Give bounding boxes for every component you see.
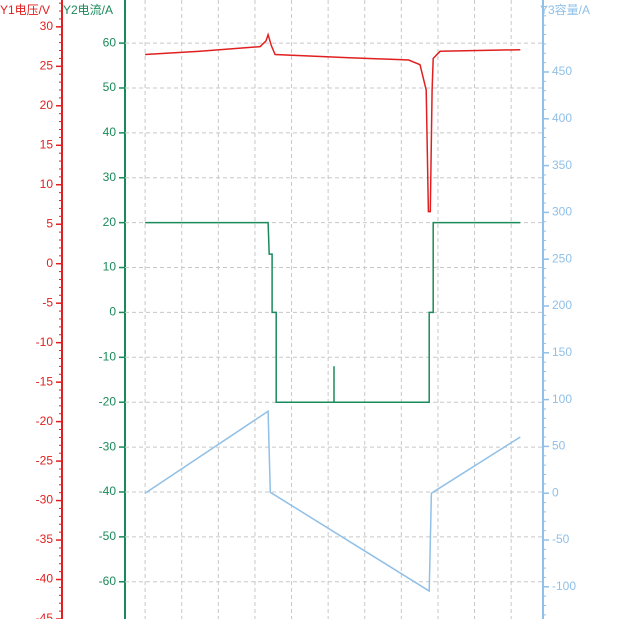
y-tick-label: -10 xyxy=(99,349,117,363)
y-tick-label: 50 xyxy=(103,80,117,94)
series-line xyxy=(145,221,521,403)
y-tick-label: -30 xyxy=(99,439,117,453)
y-tick-label: 20 xyxy=(103,215,117,229)
y-tick-label: 150 xyxy=(552,345,572,359)
y-tick-label: -15 xyxy=(36,374,54,388)
y-tick-label: 200 xyxy=(552,298,572,312)
axis-title: Y3容量/A xyxy=(540,2,590,17)
y-tick-label: -50 xyxy=(99,529,117,543)
y-tick-label: -45 xyxy=(36,611,54,619)
y-tick-label: -20 xyxy=(36,414,54,428)
y-tick-label: 25 xyxy=(40,58,54,72)
y-tick-label: 0 xyxy=(109,305,116,319)
y-tick-label: 250 xyxy=(552,251,572,265)
y-tick-label: -35 xyxy=(36,532,54,546)
y-tick-label: 0 xyxy=(552,485,559,499)
y-tick-label: 450 xyxy=(552,64,572,78)
y-tick-label: 40 xyxy=(103,125,117,139)
axis-title: Y2电流/A xyxy=(63,3,113,17)
y-tick-label: 15 xyxy=(40,137,54,151)
y-tick-label: 10 xyxy=(40,177,54,191)
y-tick-label: -10 xyxy=(36,335,54,349)
y-tick-label: 300 xyxy=(552,205,572,219)
y-tick-label: -20 xyxy=(99,394,117,408)
y-tick-label: 400 xyxy=(552,111,572,125)
y-tick-label: 100 xyxy=(552,392,572,406)
y-tick-label: 5 xyxy=(46,216,53,230)
y-tick-label: 10 xyxy=(103,260,117,274)
y-tick-label: 0 xyxy=(46,256,53,270)
y-tick-label: -30 xyxy=(36,493,54,507)
axis-title: Y1电压/V xyxy=(0,3,50,17)
y-tick-label: -25 xyxy=(36,453,54,467)
y-tick-label: -50 xyxy=(552,532,570,546)
series-line xyxy=(144,409,521,593)
y-tick-label: 30 xyxy=(103,170,117,184)
y-tick-label: -100 xyxy=(552,579,576,593)
y-tick-label: 20 xyxy=(40,98,54,112)
y-tick-label: 50 xyxy=(552,439,566,453)
series-line xyxy=(145,32,521,213)
y-tick-label: -40 xyxy=(99,484,117,498)
y-tick-label: 30 xyxy=(40,19,54,33)
y-tick-label: -60 xyxy=(99,574,117,588)
y-tick-label: 350 xyxy=(552,158,572,172)
y-tick-label: -40 xyxy=(36,572,54,586)
y-tick-label: -5 xyxy=(42,295,53,309)
y-tick-label: 60 xyxy=(103,35,117,49)
